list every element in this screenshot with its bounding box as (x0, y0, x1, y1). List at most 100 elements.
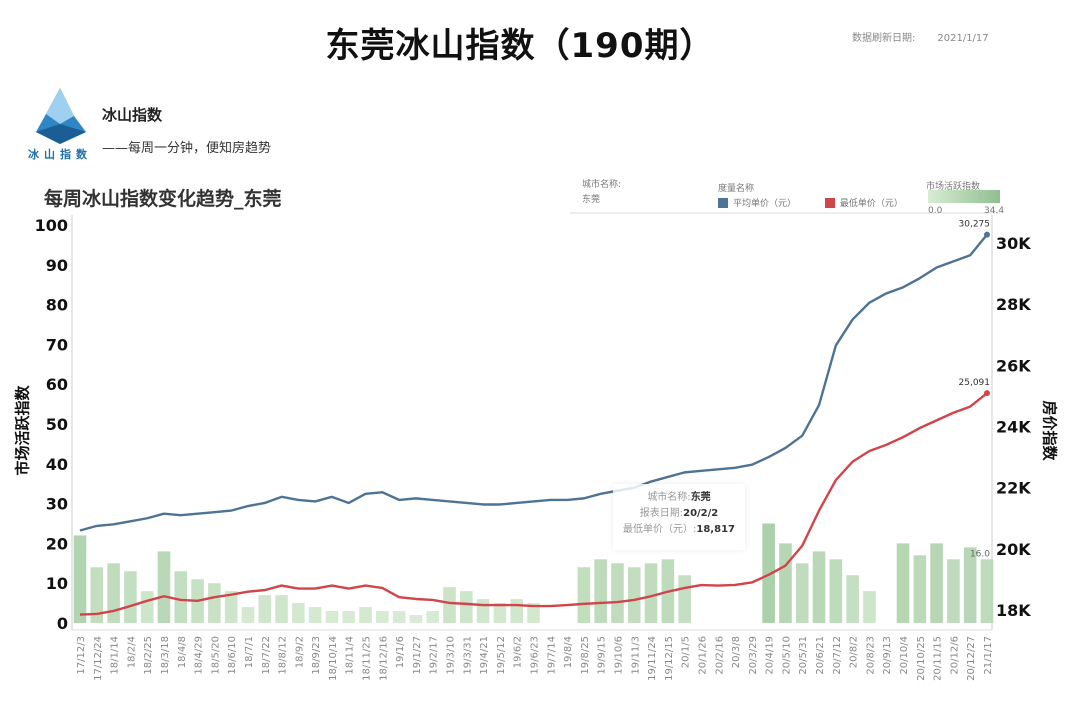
legend-item-min[interactable]: 最低单价（元） (824, 196, 903, 209)
legend-swatch-avg (718, 197, 728, 208)
tooltip-price-label: 最低单价（元）: (623, 524, 697, 535)
x-axis-tick: 19/1/27 (412, 636, 423, 675)
left-axis-tick: 50 (46, 415, 68, 434)
activity-bar (930, 543, 943, 623)
x-axis-tick: 18/2/25 (143, 636, 154, 675)
activity-bar (594, 559, 607, 623)
x-axis-tick: 20/12/27 (966, 636, 977, 681)
activity-bar (224, 591, 238, 623)
x-axis-tick: 18/10/14 (328, 636, 339, 681)
left-axis-tick: 70 (46, 335, 68, 354)
activity-bar (325, 611, 339, 623)
x-axis-tick: 19/6/23 (530, 636, 541, 675)
x-axis-tick: 17/12/24 (93, 636, 104, 681)
activity-bar (980, 559, 994, 623)
x-axis-tick: 19/1/6 (395, 636, 406, 668)
activity-bar (359, 607, 372, 623)
activity-bar (157, 551, 171, 623)
x-axis-tick: 20/5/31 (798, 636, 809, 675)
right-axis-tick: 18K (996, 601, 1031, 620)
activity-bar (107, 563, 120, 623)
activity-bar (476, 599, 490, 623)
activity-bar (140, 591, 154, 623)
activity-bar (947, 559, 960, 623)
x-axis-tick: 18/12/16 (378, 636, 389, 681)
activity-color-scale (928, 190, 1000, 203)
activity-bar (510, 599, 524, 623)
x-axis-tick: 19/11/3 (630, 636, 641, 675)
refresh-date: 数据刷新日期: 2021/1/17 (852, 29, 989, 44)
x-axis-tick: 20/3/8 (731, 636, 742, 668)
left-axis-tick: 10 (46, 574, 68, 593)
activity-bar (896, 543, 910, 623)
x-axis-tick: 18/7/1 (244, 636, 255, 668)
min-last-point (984, 390, 990, 397)
x-axis-tick: 20/4/19 (765, 636, 776, 675)
left-axis-tick: 80 (46, 296, 68, 315)
activity-bar (627, 567, 641, 623)
tooltip-city-label: 城市名称: (647, 492, 691, 503)
x-axis-tick: 20/1/26 (697, 636, 708, 675)
refresh-value: 2021/1/17 (937, 33, 989, 44)
tooltip-date: 20/2/2 (683, 508, 719, 519)
right-axis-tick: 20K (996, 540, 1031, 559)
left-axis-title: 市场活跃指数 (13, 385, 32, 476)
refresh-label: 数据刷新日期: (852, 33, 916, 44)
left-axis-tick: 20 (46, 534, 68, 553)
activity-bar (342, 611, 356, 623)
right-axis-tick: 26K (996, 356, 1031, 375)
x-axis-tick: 20/9/13 (882, 636, 893, 675)
tooltip-date-label: 报表日期: (639, 508, 684, 519)
activity-bar (275, 595, 288, 623)
x-axis-tick: 20/6/21 (815, 636, 826, 675)
activity-scale-min: 0.0 (928, 206, 943, 216)
activity-bar (90, 567, 104, 623)
tooltip-city: 东莞 (690, 492, 711, 503)
right-axis-tick: 28K (996, 295, 1031, 314)
x-axis-tick: 18/4/8 (177, 636, 188, 668)
activity-bar (812, 551, 826, 623)
activity-bar (795, 563, 809, 623)
left-axis-tick: 100 (35, 216, 68, 235)
city-filter-label: 城市名称: (582, 180, 622, 190)
x-axis-tick: 20/3/29 (748, 636, 759, 675)
bar-last-label: 16.0 (970, 549, 990, 559)
activity-bar (779, 543, 792, 623)
activity-bar (292, 603, 305, 623)
activity-bar (577, 567, 591, 623)
page-title: 东莞冰山指数（190期） (325, 26, 715, 66)
x-axis-tick: 19/5/12 (496, 636, 507, 675)
activity-bar (460, 591, 473, 623)
x-axis-tick: 18/9/23 (311, 636, 322, 675)
x-axis-tick: 18/9/2 (294, 636, 305, 668)
tooltip-price: 18,817 (696, 524, 735, 535)
x-axis-tick: 20/11/15 (933, 636, 944, 681)
x-axis-tick: 19/2/17 (429, 636, 440, 675)
activity-bar (174, 571, 188, 623)
x-axis-tick: 19/3/31 (462, 636, 473, 675)
activity-bar (678, 575, 691, 623)
x-axis-tick: 18/1/14 (110, 636, 121, 675)
right-axis-tick: 30K (996, 234, 1031, 253)
x-axis-tick: 19/9/15 (597, 636, 608, 675)
x-axis-tick: 19/3/10 (446, 636, 457, 675)
activity-bar (963, 547, 977, 623)
legend: 度量名称 平均单价（元） 最低单价（元） (718, 181, 929, 211)
legend-title: 度量名称 (718, 184, 755, 194)
min-price-line (79, 392, 988, 616)
x-axis-tick: 18/11/4 (345, 636, 356, 675)
x-axis-tick: 19/12/15 (664, 636, 675, 681)
x-axis-tick: 18/6/10 (227, 636, 238, 675)
legend-item-avg[interactable]: 平均单价（元） (718, 196, 796, 209)
min-last-label: 25,091 (959, 378, 991, 388)
activity-bar (208, 583, 221, 623)
activity-bar (644, 563, 658, 623)
activity-bar (443, 587, 456, 623)
x-axis-tick: 18/3/18 (160, 636, 171, 675)
x-axis-tick: 19/8/25 (580, 636, 591, 675)
city-filter[interactable]: 城市名称: 东莞 (582, 177, 621, 205)
brand-title: 冰山指数 (102, 106, 163, 124)
x-axis-tick: 19/8/4 (563, 636, 574, 668)
x-axis-tick: 20/7/12 (832, 636, 843, 675)
